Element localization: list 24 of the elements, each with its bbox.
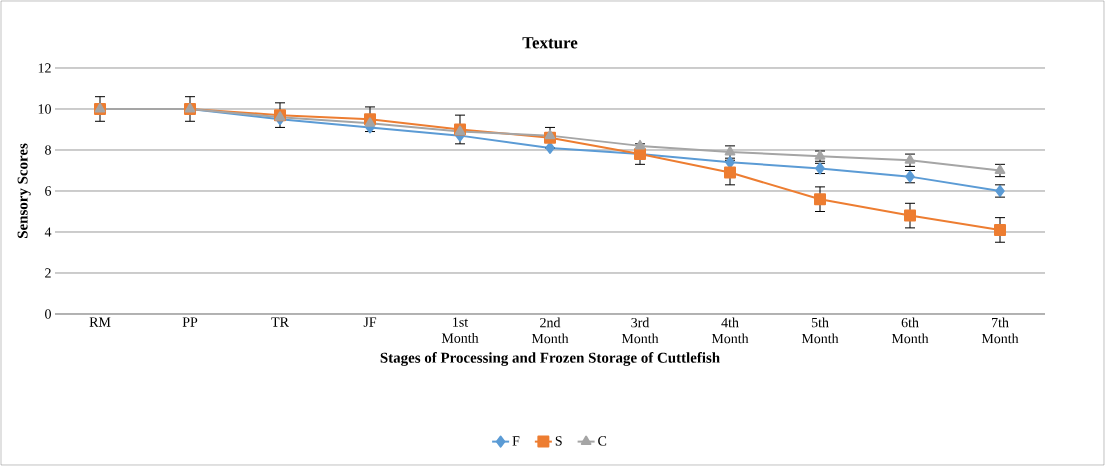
x-tick-label: RM (89, 317, 111, 327)
x-tick-label: 4th Month (711, 317, 749, 344)
x-axis-title: Stages of Processing and Frozen Storage of Cuttlefish (380, 352, 720, 366)
x-tick-label: 7th Month (981, 317, 1019, 344)
legend-label: C (598, 436, 607, 446)
y-axis-title: Sensory Scores (17, 143, 31, 238)
chart-title: Texture (522, 37, 578, 49)
x-tick-label: PP (182, 317, 198, 327)
legend-label: F (512, 436, 520, 446)
y-tick-label: 4 (44, 227, 52, 237)
y-tick-label: 12 (38, 63, 51, 73)
x-tick-label: 1st Month (441, 317, 479, 343)
x-tick-label: 5th Month (801, 317, 839, 344)
y-tick-label: 2 (45, 268, 51, 278)
x-tick-label: JF (363, 317, 377, 327)
y-tick-label: 8 (45, 145, 51, 155)
legend-label: S (555, 436, 562, 446)
y-tick-label: 6 (45, 186, 52, 196)
y-tick-label: 0 (45, 309, 51, 319)
y-tick-label: 10 (38, 104, 51, 114)
x-tick-label: TR (271, 317, 289, 327)
x-tick-label: 3rd Month (621, 317, 659, 344)
x-tick-label: 6th Month (891, 317, 929, 344)
x-tick-label: 2nd Month (531, 317, 569, 344)
